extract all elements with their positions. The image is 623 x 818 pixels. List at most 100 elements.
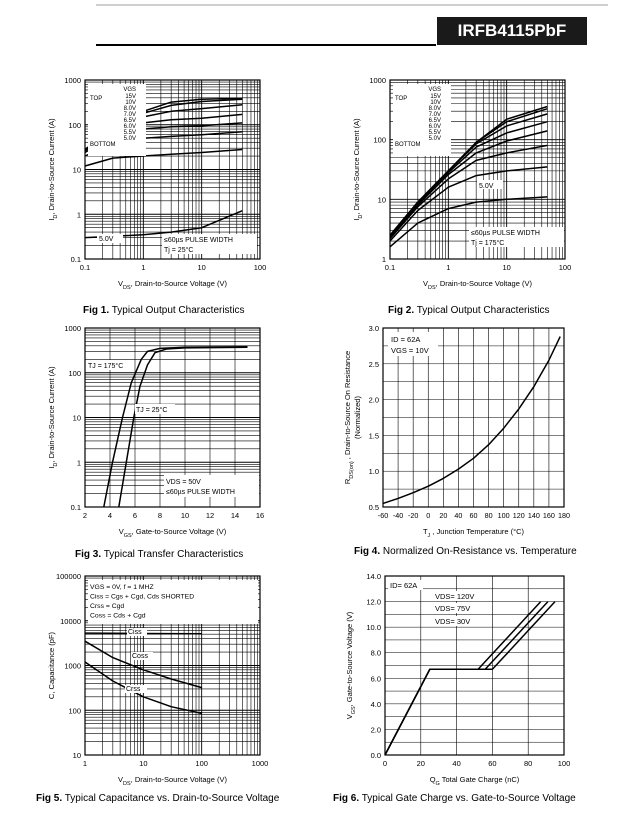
fig6-series-3 [384, 601, 542, 756]
fig2-pulse-note: ≤60µs PULSE WIDTH [471, 230, 540, 237]
x-tick-label: 4 [108, 511, 112, 520]
x-tick-label: 1 [141, 263, 145, 272]
label-backdrop [162, 234, 257, 254]
x-tick-label: 10 [181, 511, 189, 520]
y-axis-label-2: (Normalized) [353, 396, 362, 439]
x-tick-label: 60 [488, 759, 496, 768]
fig4-caption: Fig 4. Normalized On-Resistance vs. Temp… [354, 546, 577, 557]
y-tick-label: 0.5 [369, 503, 379, 512]
fig6-label-75v: VDS= 75V [435, 604, 470, 613]
x-tick-label: 0 [383, 759, 387, 768]
y-tick-label: 10 [378, 195, 386, 204]
x-tick-label: 10 [502, 263, 510, 272]
y-tick-label: 2.5 [369, 360, 379, 369]
x-tick-label: 80 [524, 759, 532, 768]
x-axis-label: VDS, Drain-to-Source Voltage (V) [118, 279, 227, 291]
vgs-legend-item: 8.0V [429, 106, 441, 112]
fig4-id-note: ID = 62A [391, 335, 420, 344]
y-tick-label: 8.0 [371, 649, 381, 658]
x-tick-label: 12 [206, 511, 214, 520]
fig3-label-175c: TJ = 175°C [88, 362, 123, 370]
vgs-legend-item: 5.0V [124, 136, 136, 142]
vgs-legend-header: VGS [428, 87, 441, 93]
y-tick-label: 2.0 [369, 396, 379, 405]
x-axis-label: TJ , Junction Temperature (°C) [423, 527, 525, 539]
y-tick-label: 1 [77, 210, 81, 219]
label-backdrop [433, 616, 480, 626]
x-tick-label: 60 [470, 511, 478, 520]
y-axis-label: ID, Drain-to-Source Current (A) [47, 366, 59, 469]
y-tick-label: 1000 [369, 76, 386, 85]
x-tick-label: 0.1 [385, 263, 395, 272]
vgs-legend-item: 5.5V [124, 130, 136, 136]
x-tick-label: 1 [446, 263, 450, 272]
vgs-legend-item: 8.0V [124, 106, 136, 112]
fig6-id-note: ID= 62A [390, 581, 417, 590]
fig3-series-2 [118, 346, 248, 508]
fig2-series-5 [389, 130, 548, 238]
fig5-plot-frame [84, 575, 261, 756]
y-tick-label: 100 [68, 369, 81, 378]
x-tick-label: 40 [454, 511, 462, 520]
label-backdrop [131, 652, 153, 660]
x-axis-label: VDS, Drain-to-Source Voltage (V) [423, 279, 532, 291]
fig5-label-ciss: Ciss [128, 629, 142, 636]
label-backdrop [125, 685, 147, 693]
y-axis-label: ID, Drain-to-Source Current (A) [352, 118, 364, 221]
y-tick-label: 10000 [60, 617, 81, 626]
label-backdrop [433, 603, 480, 613]
x-tick-label: 1 [83, 759, 87, 768]
header-rule [96, 44, 436, 46]
fig5-caption: Fig 5. Typical Capacitance vs. Drain-to-… [36, 793, 280, 804]
x-tick-label: -60 [378, 511, 388, 520]
vgs-legend-item: 7.0V [429, 112, 441, 118]
y-tick-label: 2.0 [371, 725, 381, 734]
x-tick-label: 2 [83, 511, 87, 520]
x-tick-label: 160 [543, 511, 555, 520]
fig3-pulse-note: ≤60µs PULSE WIDTH [166, 489, 235, 496]
fig6-label-120v: VDS= 120V [435, 592, 474, 601]
y-tick-label: 10.0 [366, 623, 381, 632]
y-tick-label: 4.0 [371, 700, 381, 709]
fig5-series-3 [84, 661, 202, 715]
y-tick-label: 0.0 [371, 751, 381, 760]
vgs-legend-item: 6.5V [429, 118, 441, 124]
label-backdrop [469, 227, 564, 247]
fig5-label-coss: Coss [132, 653, 148, 660]
y-axis-label: C, Capacitance (pF) [47, 631, 56, 699]
x-tick-label: 120 [513, 511, 525, 520]
y-tick-label: 10 [73, 166, 81, 175]
y-tick-label: 1000 [64, 324, 81, 333]
fig2-plot-frame [389, 79, 566, 260]
x-tick-label: 40 [452, 759, 460, 768]
x-axis-label: VDS, Drain-to-Source Voltage (V) [118, 775, 227, 787]
y-tick-label: 100000 [56, 572, 81, 581]
fig2-grid [389, 80, 565, 260]
fig6-grid [384, 575, 565, 756]
fig6-caption: Fig 6. Typical Gate Charge vs. Gate-to-S… [333, 793, 576, 804]
label-backdrop [88, 580, 258, 624]
label-backdrop [388, 580, 423, 590]
fig5-legend-line: Ciss = Cgs + Cgd, Cds SHORTED [90, 594, 194, 601]
x-tick-label: -40 [393, 511, 403, 520]
fig5-series-2 [84, 640, 202, 689]
x-tick-label: 10 [139, 759, 147, 768]
label-backdrop [135, 404, 175, 414]
y-tick-label: 1000 [64, 662, 81, 671]
label-backdrop [164, 475, 259, 497]
label-backdrop [433, 591, 485, 601]
x-tick-label: 80 [485, 511, 493, 520]
x-tick-label: 100 [498, 511, 510, 520]
vgs-legend-item: 7.0V [124, 112, 136, 118]
label-backdrop [393, 84, 451, 156]
vgs-legend-bottom: BOTTOM [90, 142, 116, 148]
fig4-vgs-note: VGS = 10V [391, 346, 429, 355]
fig1-output-characteristics-25c: 0.1 1 10 100 0.1 1 10 100 1000 VDS, Drain-to-Sour… [47, 76, 266, 291]
fig6-gate-charge: 0 20 40 60 80 100 0.0 2.0 4.0 6.0 8.0 10.0 12.0 14.0 Q… [345, 572, 570, 787]
x-tick-label: 100 [195, 759, 208, 768]
x-tick-label: 10 [197, 263, 205, 272]
fig5-legend-line: Crss = Cgd [90, 603, 124, 610]
fig2-curve-label-5v: 5.0V [479, 183, 494, 190]
x-tick-label: 100 [559, 263, 572, 272]
